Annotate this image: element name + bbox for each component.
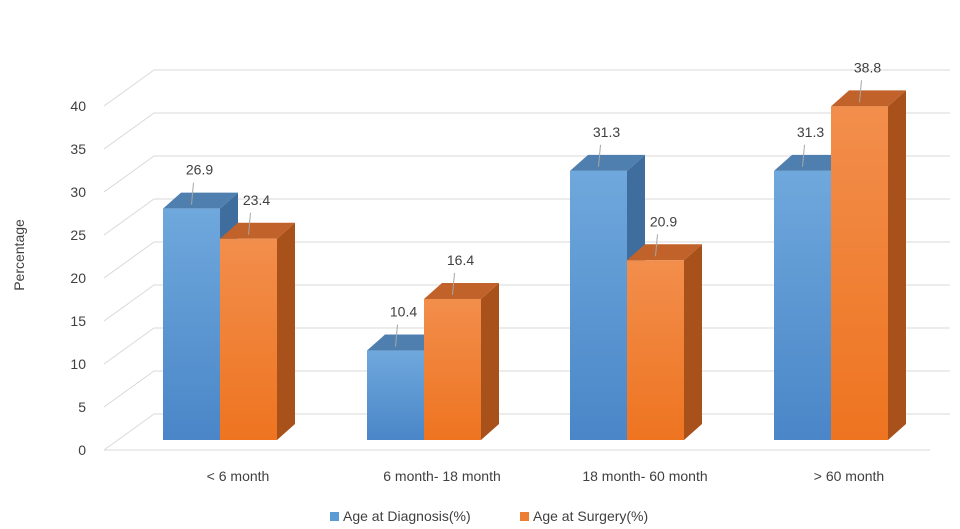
data-label: 20.9	[650, 213, 677, 229]
bar-top	[831, 90, 906, 107]
y-tick-label: 15	[70, 313, 86, 329]
bar-side	[684, 244, 702, 440]
data-label: 31.3	[797, 124, 824, 140]
y-tick-label: 30	[70, 184, 86, 200]
category-label: < 6 month	[207, 468, 270, 484]
category-label: 6 month- 18 month	[383, 468, 501, 484]
legend-swatch	[520, 512, 529, 521]
bar-top	[424, 282, 499, 299]
bar-top	[774, 154, 849, 171]
data-label-leader	[248, 212, 251, 235]
data-label-leader	[802, 144, 805, 167]
bar-front	[831, 106, 888, 440]
gridline	[103, 112, 950, 150]
bar-side	[888, 90, 906, 440]
data-label-leader	[452, 272, 455, 296]
data-label-leader	[598, 144, 601, 167]
data-labels: 26.9 23.4 10.4 16.4 31.3 20.9 31.3 38.8	[186, 59, 881, 347]
y-axis-label: Percentage	[11, 219, 27, 291]
gridline	[103, 198, 950, 236]
y-axis-ticks: 0 5 10 15 20 25 30 35 40	[70, 98, 86, 458]
bar-surgery-1	[424, 282, 499, 440]
bar-front	[627, 260, 684, 440]
bar-side	[481, 282, 499, 440]
legend-label: Age at Diagnosis(%)	[343, 508, 471, 524]
bar-top	[570, 154, 645, 171]
y-tick-label: 0	[78, 442, 86, 458]
legend: Age at Diagnosis(%) Age at Surgery(%)	[330, 508, 648, 524]
bar-top	[220, 222, 295, 239]
y-tick-label: 40	[70, 98, 86, 114]
bar-top	[367, 334, 442, 351]
data-label-leader	[191, 182, 194, 205]
y-tick-label: 25	[70, 227, 86, 243]
y-tick-label: 10	[70, 356, 86, 372]
data-label-leader	[859, 80, 862, 103]
bar-top	[627, 244, 702, 261]
data-label: 16.4	[447, 252, 474, 268]
legend-label: Age at Surgery(%)	[533, 508, 648, 524]
bar-front	[367, 350, 424, 440]
category-label: 18 month- 60 month	[582, 468, 707, 484]
y-tick-label: 35	[70, 141, 86, 157]
bar-front	[220, 238, 277, 440]
gridlines	[103, 69, 950, 451]
data-label: 10.4	[390, 304, 417, 320]
bar-surgery-0	[220, 222, 295, 440]
bar-surgery-3	[831, 90, 906, 440]
bar-front	[424, 298, 481, 440]
data-label-leader	[395, 324, 398, 347]
y-tick-label: 5	[78, 399, 86, 415]
legend-swatch	[330, 512, 339, 521]
bar-top	[163, 192, 238, 209]
gridline	[103, 241, 950, 279]
data-label: 38.8	[854, 59, 881, 75]
bar-front	[570, 170, 627, 440]
category-label: > 60 month	[814, 468, 884, 484]
bar-surgery-2	[627, 244, 702, 440]
y-tick-label: 20	[70, 270, 86, 286]
bar-front	[163, 208, 220, 440]
data-label: 23.4	[243, 192, 270, 208]
gridline	[103, 69, 950, 107]
category-labels: < 6 month 6 month- 18 month 18 month- 60 m…	[207, 468, 885, 484]
gridline	[103, 155, 950, 193]
data-label: 26.9	[186, 162, 213, 178]
data-label: 31.3	[593, 124, 620, 140]
data-label-leader	[655, 234, 658, 257]
bars	[163, 90, 906, 440]
bar-front	[774, 170, 831, 440]
bar-side	[277, 222, 295, 440]
